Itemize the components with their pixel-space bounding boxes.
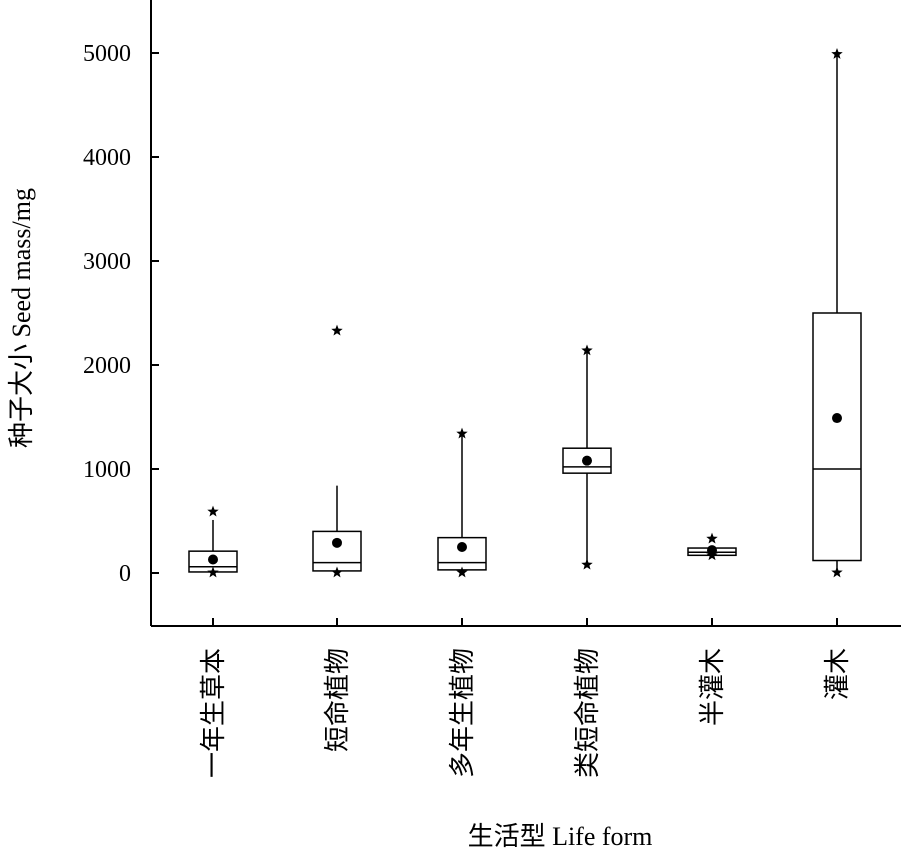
x-tick-label: 一年生草本 — [199, 648, 229, 778]
box-group — [312, 324, 362, 578]
outlier-star — [207, 505, 219, 517]
x-tick-label: 短命植物 — [323, 648, 353, 752]
x-axis-title: 生活型 Life form — [468, 822, 653, 851]
outlier-star — [831, 566, 843, 578]
box-rect — [312, 530, 362, 572]
y-tick-label: 4000 — [83, 145, 131, 171]
axis-labels: 0 1000 2000 3000 4000 5000 一年生草本 短命植物 多年生植物 类短命植物… — [83, 41, 853, 778]
y-tick-label: 2000 — [83, 353, 131, 379]
mean-marker — [582, 455, 592, 466]
mean-marker — [208, 554, 218, 565]
outlier-star — [581, 344, 593, 356]
outlier-star — [706, 532, 718, 544]
mean-marker — [457, 542, 467, 552]
y-tick-label: 0 — [119, 561, 131, 587]
box-group — [562, 344, 612, 570]
y-axis-title: 种子大小 Seed mass/mg — [7, 188, 36, 448]
x-tick-label: 类短命植物 — [573, 648, 603, 778]
y-tick-label: 5000 — [83, 41, 131, 67]
x-tick-label: 多年生植物 — [448, 648, 478, 778]
x-tick-label: 灌木 — [823, 648, 853, 700]
outlier-star — [456, 566, 468, 578]
y-tick-label: 3000 — [83, 249, 131, 275]
outlier-star — [331, 324, 343, 336]
mean-marker — [332, 537, 342, 548]
outlier-star — [831, 48, 843, 59]
mean-marker — [832, 413, 842, 424]
box-rect — [812, 312, 862, 562]
outlier-star — [706, 549, 718, 561]
y-tick-label: 1000 — [83, 457, 131, 483]
box-group — [812, 48, 862, 578]
box-group — [188, 505, 238, 578]
box-group — [437, 427, 487, 578]
box-rect — [437, 536, 487, 571]
outlier-star — [331, 566, 343, 578]
box-group — [687, 532, 737, 561]
axes — [150, 0, 901, 627]
outlier-star — [207, 566, 219, 578]
outlier-star — [581, 558, 593, 570]
box-marks — [188, 48, 862, 578]
outlier-star — [456, 427, 468, 439]
x-tick-label: 半灌木 — [698, 648, 728, 726]
